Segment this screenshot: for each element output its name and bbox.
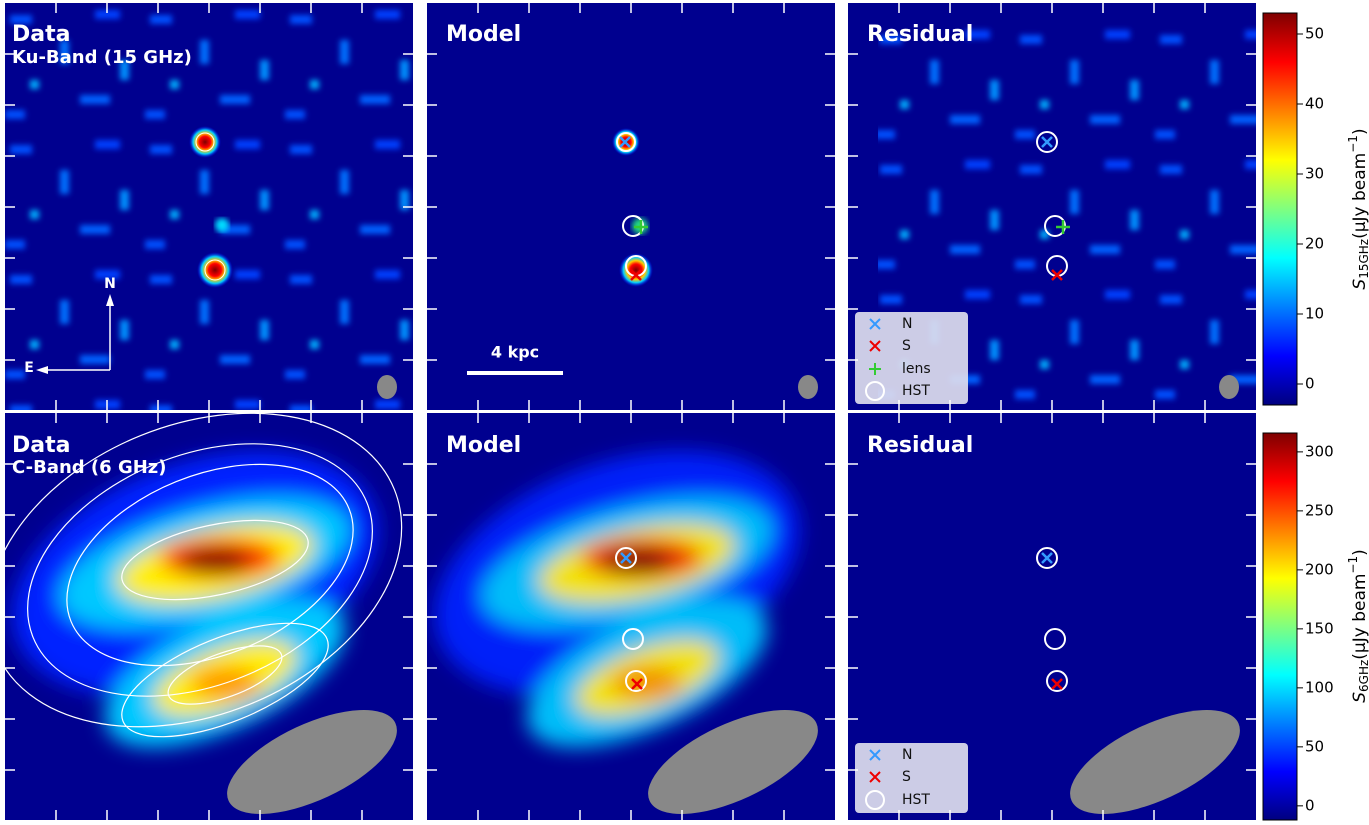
colorbar-tick-label: 200 xyxy=(1305,560,1334,578)
panel-model-ku: 4 kpc xyxy=(427,3,835,410)
panel-title: Data xyxy=(12,22,70,47)
colorbar-tick-label: 0 xyxy=(1305,375,1315,393)
colorbar-tick-label: 0 xyxy=(1305,796,1315,814)
panel-title: Model xyxy=(446,22,521,47)
compass-east: E xyxy=(24,360,34,376)
panel-title: Model xyxy=(446,433,521,458)
colorbar-tick-label: 50 xyxy=(1305,25,1324,43)
panel-residual-ku: N S lens HST xyxy=(848,3,1256,410)
colorbar-tick-label: 50 xyxy=(1305,737,1324,755)
legend-label: N xyxy=(902,747,912,763)
panel-data-c xyxy=(5,413,413,820)
colorbar-tick-label: 20 xyxy=(1305,235,1324,253)
colorbar-label: S15GHz(μJy beam−1) xyxy=(1346,128,1369,289)
panel-title: Residual xyxy=(867,22,973,47)
colorbar xyxy=(1262,432,1298,821)
legend-label: HST xyxy=(902,792,930,808)
legend-label: S xyxy=(902,338,911,354)
colorbar xyxy=(1262,12,1298,406)
colorbar-tick-label: 300 xyxy=(1305,442,1334,460)
colorbar-label: S6GHz(μJy beam−1) xyxy=(1346,549,1369,703)
edge-ticks xyxy=(5,3,1256,820)
legend-label: S xyxy=(902,769,911,785)
legend-label: HST xyxy=(902,383,930,399)
colorbar-tick-label: 100 xyxy=(1305,678,1334,696)
scale-bar-label: 4 kpc xyxy=(491,343,539,362)
panel-subtitle: Ku-Band (15 GHz) xyxy=(12,47,192,68)
colorbar-tick-label: 30 xyxy=(1305,165,1324,183)
panel-model-c xyxy=(427,413,835,820)
compass-north: N xyxy=(104,276,116,292)
colorbar-tick-label: 250 xyxy=(1305,501,1334,519)
panel-residual-c: N S HST xyxy=(848,413,1256,820)
panel-title: Residual xyxy=(867,433,973,458)
legend-label: lens xyxy=(902,361,931,377)
panel-title: Data xyxy=(12,433,70,458)
panel-data-ku: N E xyxy=(5,3,413,410)
colorbar-tick-label: 40 xyxy=(1305,95,1324,113)
panel-subtitle: C-Band (6 GHz) xyxy=(12,457,167,478)
legend-label: N xyxy=(902,316,912,332)
colorbar-tick-label: 150 xyxy=(1305,619,1334,637)
colorbar-tick-label: 10 xyxy=(1305,305,1324,323)
